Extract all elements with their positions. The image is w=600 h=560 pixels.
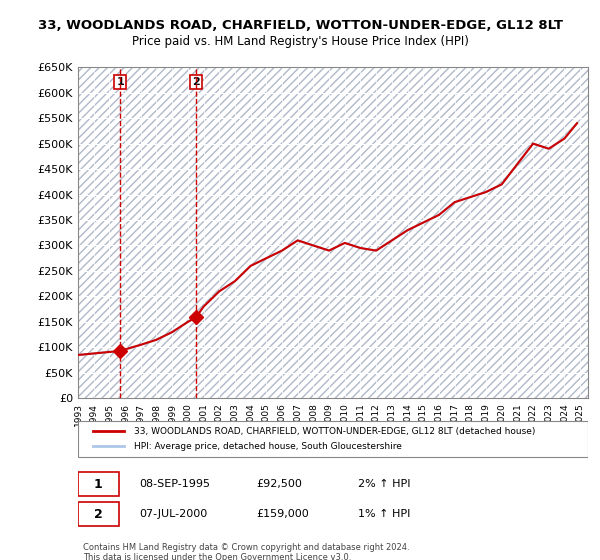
Text: 2% ↑ HPI: 2% ↑ HPI	[359, 479, 411, 489]
Text: 2: 2	[192, 77, 200, 87]
Text: 33, WOODLANDS ROAD, CHARFIELD, WOTTON-UNDER-EDGE, GL12 8LT (detached house): 33, WOODLANDS ROAD, CHARFIELD, WOTTON-UN…	[134, 427, 535, 436]
Text: £159,000: £159,000	[257, 509, 309, 519]
Text: 1% ↑ HPI: 1% ↑ HPI	[359, 509, 411, 519]
Text: 1: 1	[94, 478, 103, 491]
FancyBboxPatch shape	[78, 421, 588, 457]
Text: HPI: Average price, detached house, South Gloucestershire: HPI: Average price, detached house, Sout…	[134, 442, 402, 451]
Text: 1: 1	[116, 77, 124, 87]
Text: £92,500: £92,500	[257, 479, 302, 489]
Text: 2: 2	[94, 508, 103, 521]
Text: Price paid vs. HM Land Registry's House Price Index (HPI): Price paid vs. HM Land Registry's House …	[131, 35, 469, 49]
Text: 08-SEP-1995: 08-SEP-1995	[139, 479, 210, 489]
Text: Contains HM Land Registry data © Crown copyright and database right 2024.
This d: Contains HM Land Registry data © Crown c…	[83, 543, 410, 560]
FancyBboxPatch shape	[78, 472, 119, 496]
Text: 07-JUL-2000: 07-JUL-2000	[139, 509, 208, 519]
Text: 33, WOODLANDS ROAD, CHARFIELD, WOTTON-UNDER-EDGE, GL12 8LT: 33, WOODLANDS ROAD, CHARFIELD, WOTTON-UN…	[37, 18, 563, 32]
FancyBboxPatch shape	[78, 502, 119, 526]
